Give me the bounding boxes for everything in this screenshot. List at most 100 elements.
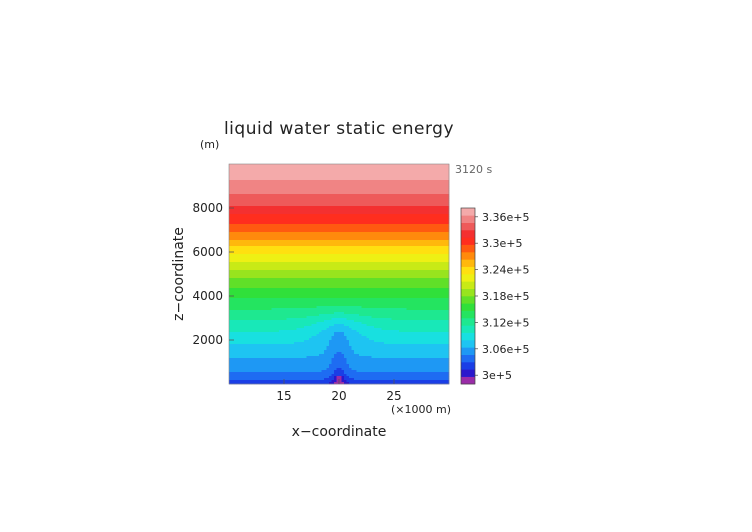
heatmap-cell: [241, 244, 245, 247]
heatmap-cell: [276, 216, 280, 219]
heatmap-cell: [286, 244, 290, 247]
heatmap-cell: [421, 178, 425, 181]
heatmap-cell: [381, 196, 385, 199]
heatmap-cell: [349, 188, 352, 191]
heatmap-cell: [316, 230, 320, 233]
heatmap-cell: [281, 264, 285, 267]
heatmap-cell: [249, 184, 252, 187]
heatmap-cell: [381, 192, 385, 195]
heatmap-cell: [341, 184, 345, 187]
heatmap-cell: [324, 190, 327, 193]
heatmap-cell: [311, 176, 315, 179]
heatmap-cell: [291, 200, 295, 203]
heatmap-cell: [326, 260, 330, 263]
heatmap-cell: [256, 248, 260, 251]
heatmap-cell: [416, 230, 420, 233]
heatmap-cell: [416, 246, 420, 249]
heatmap-cell: [421, 182, 425, 185]
heatmap-cell: [364, 246, 367, 249]
heatmap-cell: [344, 262, 347, 265]
heatmap-cell: [266, 166, 270, 169]
heatmap-cell: [291, 262, 295, 265]
heatmap-cell: [234, 176, 237, 179]
heatmap-cell: [259, 270, 262, 273]
heatmap-cell: [394, 176, 397, 179]
heatmap-cell: [286, 184, 290, 187]
heatmap-cell: [331, 164, 335, 167]
heatmap-cell: [281, 252, 285, 255]
heatmap-cell: [404, 250, 407, 253]
heatmap-cell: [301, 266, 305, 269]
heatmap-cell: [409, 194, 412, 197]
heatmap-cell: [356, 204, 360, 207]
heatmap-cell: [356, 272, 360, 275]
heatmap-cell: [254, 230, 257, 233]
heatmap-cell: [386, 236, 390, 239]
heatmap-cell: [394, 206, 397, 209]
heatmap-cell: [341, 254, 345, 257]
heatmap-cell: [316, 174, 320, 177]
heatmap-cell: [344, 268, 347, 271]
heatmap-cell: [376, 190, 380, 193]
heatmap-cell: [371, 232, 375, 235]
heatmap-cell: [259, 260, 262, 263]
heatmap-cell: [426, 204, 430, 207]
heatmap-cell: [291, 170, 295, 173]
heatmap-cell: [431, 240, 435, 243]
heatmap-cell: [446, 200, 450, 203]
heatmap-cell: [416, 198, 420, 201]
heatmap-cell: [396, 166, 400, 169]
heatmap-cell: [291, 194, 295, 197]
heatmap-cell: [264, 210, 267, 213]
heatmap-cell: [311, 230, 315, 233]
heatmap-cell: [416, 208, 420, 211]
heatmap-cell: [229, 240, 232, 243]
heatmap-cell: [314, 254, 317, 257]
heatmap-cell: [431, 192, 435, 195]
heatmap-cell: [381, 238, 385, 241]
heatmap-cell: [371, 266, 375, 269]
heatmap-cell: [324, 226, 327, 229]
heatmap-cell: [434, 266, 437, 269]
heatmap-cell: [314, 208, 317, 211]
heatmap-cell: [391, 168, 395, 171]
heatmap-cell: [356, 194, 360, 197]
heatmap-cell: [406, 208, 410, 211]
heatmap-cell: [401, 212, 405, 215]
heatmap-cell: [414, 194, 417, 197]
heatmap-cell: [424, 164, 427, 167]
heatmap-cell: [266, 222, 270, 225]
heatmap-cell: [241, 216, 245, 219]
heatmap-cell: [319, 240, 322, 243]
heatmap-cell: [319, 230, 322, 233]
heatmap-cell: [289, 242, 292, 245]
heatmap-cell: [381, 182, 385, 185]
heatmap-cell: [314, 244, 317, 247]
heatmap-cell: [384, 216, 387, 219]
heatmap-cell: [431, 274, 435, 277]
heatmap-cell: [446, 212, 450, 215]
heatmap-cell: [254, 210, 257, 213]
heatmap-cell: [399, 262, 402, 265]
heatmap-cell: [314, 212, 317, 215]
heatmap-cell: [379, 256, 382, 259]
heatmap-cell: [309, 266, 312, 269]
heatmap-cell: [331, 192, 335, 195]
heatmap-cell: [301, 164, 305, 167]
heatmap-cell: [431, 200, 435, 203]
heatmap-cell: [244, 212, 247, 215]
heatmap-cell: [281, 230, 285, 233]
heatmap-cell: [269, 268, 272, 271]
heatmap-cell: [259, 220, 262, 223]
heatmap-cell: [364, 204, 367, 207]
heatmap-cell: [284, 244, 287, 247]
heatmap-cell: [246, 270, 250, 273]
heatmap-cell: [234, 236, 237, 239]
heatmap-cell: [271, 216, 275, 219]
heatmap-cell: [331, 184, 335, 187]
heatmap-cell: [379, 164, 382, 167]
heatmap-cell: [444, 182, 447, 185]
heatmap-cell: [371, 220, 375, 223]
heatmap-cell: [309, 276, 312, 279]
heatmap-cell: [256, 164, 260, 167]
